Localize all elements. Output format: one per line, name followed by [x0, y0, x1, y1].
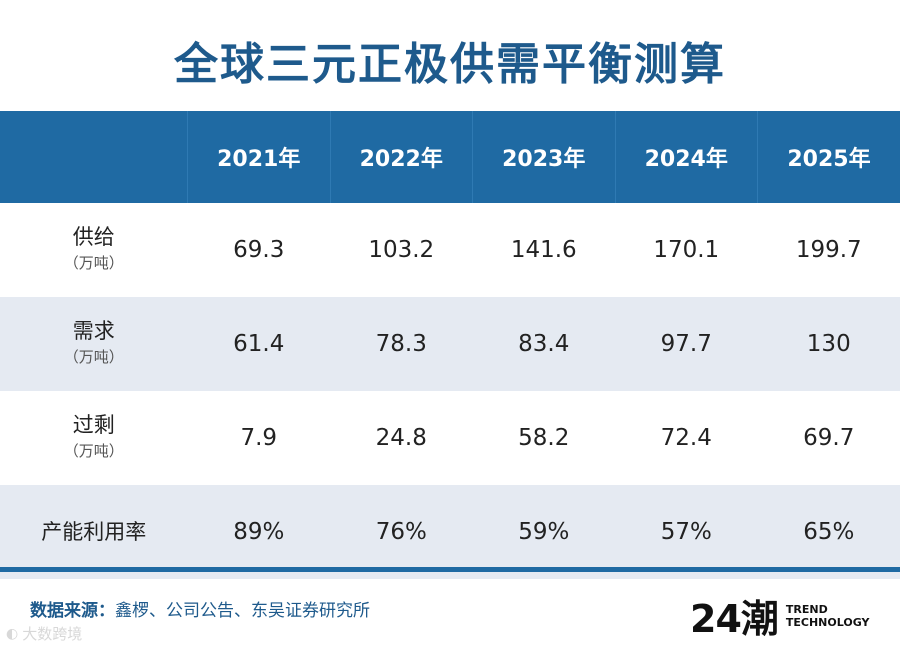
- column-header-2021: 2021年: [187, 111, 330, 203]
- column-header-2025: 2025年: [757, 111, 900, 203]
- row-label-surplus: 过剩 （万吨）: [0, 391, 188, 485]
- row-label-text: 供给: [72, 225, 115, 249]
- row-unit-text: （万吨）: [63, 442, 124, 460]
- row-unit-text: （万吨）: [63, 348, 124, 366]
- row-label-text: 产能利用率: [41, 520, 147, 544]
- table-cell: 65%: [757, 485, 900, 579]
- logo-line-2: TECHNOLOGY: [785, 615, 870, 629]
- column-header-2024: 2024年: [614, 111, 758, 203]
- row-label-text: 需求: [72, 319, 115, 343]
- table-cell: 97.7: [615, 297, 758, 391]
- table-cell: 199.7: [795, 237, 862, 263]
- row-label-utilization: 产能利用率: [0, 485, 188, 579]
- table-cell: 61.4: [187, 297, 330, 391]
- table-cell: 58.2: [518, 425, 570, 451]
- column-header-2023: 2023年: [472, 111, 615, 203]
- table-cell: 170.1: [653, 237, 720, 263]
- watermark-text: 大数跨境: [22, 625, 83, 643]
- table-cell: 24.8: [375, 425, 427, 451]
- data-source-note: 数据来源：鑫椤、公司公告、东吴证券研究所: [30, 596, 370, 621]
- table-cell: 103.2: [368, 237, 435, 263]
- table-cell: 89%: [187, 485, 330, 579]
- watermark: ◐ 大数跨境: [6, 623, 82, 644]
- table-row-surplus: 过剩 （万吨） 7.9 24.8 58.2 72.4 69.7: [0, 391, 900, 485]
- watermark-icon: ◐: [6, 625, 19, 642]
- row-label-demand: 需求 （万吨）: [0, 297, 188, 391]
- column-header-2022: 2022年: [329, 111, 473, 203]
- logo-text: TREND TECHNOLOGY: [786, 603, 870, 629]
- header-corner: [0, 111, 188, 203]
- table-cell: 57%: [615, 485, 758, 579]
- table-row-demand: 需求 （万吨） 61.4 78.3 83.4 97.7 130: [0, 297, 900, 391]
- table-cell: 7.9: [240, 425, 278, 451]
- supply-demand-table: 2021年 2022年 2023年 2024年 2025年 供给 （万吨） 69…: [0, 111, 900, 579]
- table-cell: 69.3: [233, 237, 285, 263]
- row-label-supply: 供给 （万吨）: [0, 203, 188, 297]
- bottom-divider: [0, 567, 900, 572]
- row-unit-text: （万吨）: [63, 254, 124, 272]
- logo-mark: 24潮: [690, 597, 779, 641]
- source-label: 数据来源：: [30, 601, 115, 621]
- table-cell: 72.4: [660, 425, 712, 451]
- table-cell: 59%: [472, 485, 615, 579]
- brand-logo: 24潮 TREND TECHNOLOGY: [690, 588, 869, 643]
- table-row-supply: 供给 （万吨） 69.3 103.2 141.6 170.1 199.7: [0, 203, 900, 297]
- page-title: 全球三元正极供需平衡测算: [174, 39, 726, 90]
- table-cell: 76%: [330, 485, 473, 579]
- table-cell: 130: [757, 297, 900, 391]
- table-header-row: 2021年 2022年 2023年 2024年 2025年: [0, 111, 900, 203]
- table-cell: 141.6: [510, 237, 577, 263]
- row-label-text: 过剩: [72, 413, 115, 437]
- table-row-utilization: 产能利用率 89% 76% 59% 57% 65%: [0, 485, 900, 579]
- table-cell: 78.3: [330, 297, 473, 391]
- table-cell: 83.4: [472, 297, 615, 391]
- source-text: 鑫椤、公司公告、东吴证券研究所: [115, 601, 370, 621]
- table-cell: 69.7: [803, 425, 855, 451]
- logo-line-1: TREND: [785, 602, 828, 616]
